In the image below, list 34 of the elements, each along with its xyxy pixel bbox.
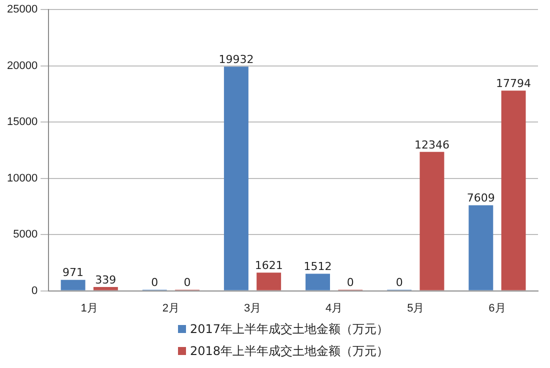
bar xyxy=(256,272,282,290)
data-label: 1512 xyxy=(304,260,332,274)
bar xyxy=(420,152,444,290)
data-label: 12346 xyxy=(414,138,450,152)
bar xyxy=(224,66,248,290)
y-tick-label: 25000 xyxy=(6,4,38,16)
y-tick-label: 15000 xyxy=(6,116,38,128)
x-tick-label: 1月 xyxy=(80,302,98,314)
x-tick-label: 3月 xyxy=(244,302,262,314)
bar xyxy=(501,90,526,290)
data-label: 339 xyxy=(95,273,116,286)
bar xyxy=(60,280,86,290)
data-label: 0 xyxy=(346,276,354,290)
bar xyxy=(468,205,494,290)
data-label: 19932 xyxy=(218,52,254,66)
y-tick-label: 20000 xyxy=(6,60,38,72)
data-label: 0 xyxy=(151,276,158,290)
y-tick-label: 10000 xyxy=(6,172,38,184)
data-label: 0 xyxy=(396,276,403,290)
data-label: 971 xyxy=(62,266,84,280)
y-tick-label: 0 xyxy=(31,284,38,297)
y-tick-label: 5000 xyxy=(13,228,38,241)
legend-label: 2018年上半年成交土地金额（万元） xyxy=(190,342,389,360)
data-label: 17794 xyxy=(496,77,532,90)
x-tick-label: 2月 xyxy=(162,302,180,314)
bar xyxy=(93,286,118,290)
x-tick-label: 4月 xyxy=(326,302,343,314)
data-label: 7609 xyxy=(466,192,495,205)
x-tick-label: 6月 xyxy=(488,302,506,314)
bar xyxy=(306,274,330,290)
data-label: 0 xyxy=(184,276,191,290)
legend-label: 2017年上半年成交土地金额（万元） xyxy=(190,320,389,338)
data-label: 1621 xyxy=(254,258,283,272)
x-tick-label: 5月 xyxy=(407,302,424,314)
